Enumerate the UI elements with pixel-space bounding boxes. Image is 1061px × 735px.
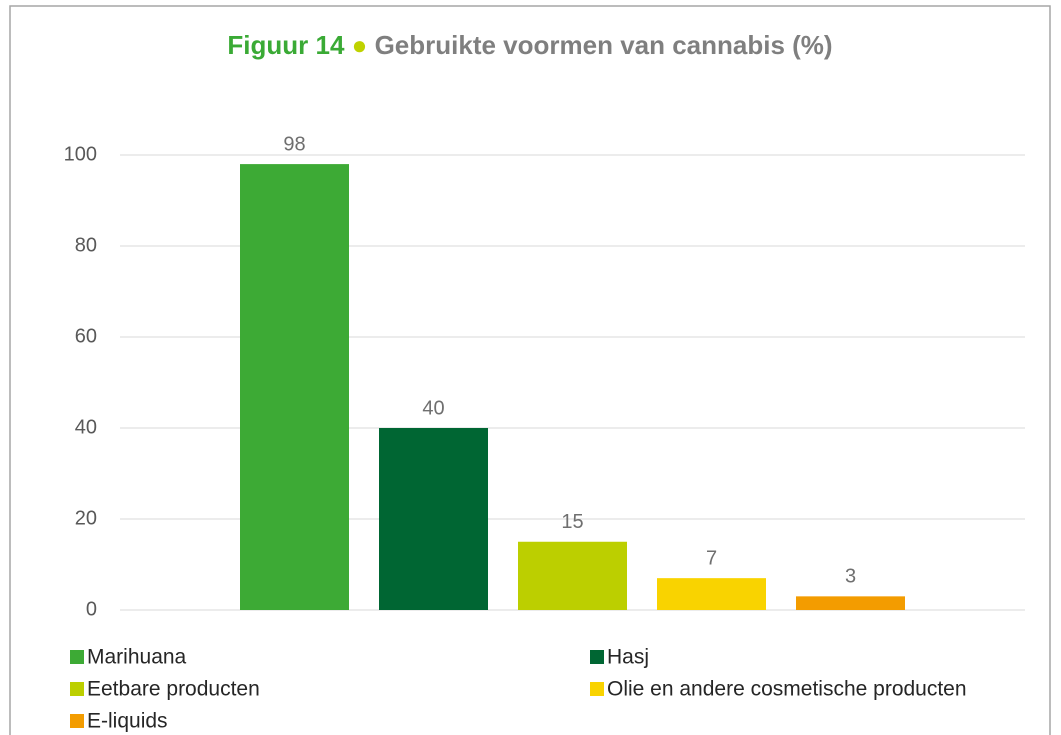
legend-swatch <box>590 650 604 664</box>
chart-title: Gebruikte voormen van cannabis (%) <box>375 30 833 60</box>
bar <box>657 578 766 610</box>
y-tick-label: 0 <box>86 598 97 620</box>
legend-swatch <box>590 682 604 696</box>
data-label: 7 <box>706 547 717 569</box>
y-tick-label: 20 <box>75 507 97 529</box>
bar <box>796 596 905 610</box>
y-tick-label: 100 <box>64 143 97 165</box>
data-label: 3 <box>845 566 856 588</box>
data-label: 98 <box>283 133 305 155</box>
legend-swatch <box>70 650 84 664</box>
y-tick-label: 40 <box>75 416 97 438</box>
data-label: 15 <box>561 511 583 533</box>
y-tick-label: 60 <box>75 325 97 347</box>
legend-label: E-liquids <box>87 710 168 733</box>
title-bullet: ● <box>352 30 375 60</box>
bar <box>240 164 349 610</box>
legend-swatch <box>70 682 84 696</box>
legend-swatch <box>70 714 84 728</box>
legend-label: Eetbare producten <box>87 678 260 701</box>
bar <box>518 541 627 610</box>
figure-label: Figuur 14 <box>227 30 345 60</box>
chart-title-group: Figuur 14 ● Gebruikte voormen van cannab… <box>227 30 832 60</box>
chart-border <box>9 5 1051 735</box>
data-label: 40 <box>422 397 444 419</box>
y-tick-label: 80 <box>75 234 97 256</box>
legend-label: Hasj <box>607 646 649 669</box>
legend-label: Olie en andere cosmetische producten <box>607 678 967 701</box>
bar <box>379 428 488 610</box>
legend-label: Marihuana <box>87 646 187 669</box>
